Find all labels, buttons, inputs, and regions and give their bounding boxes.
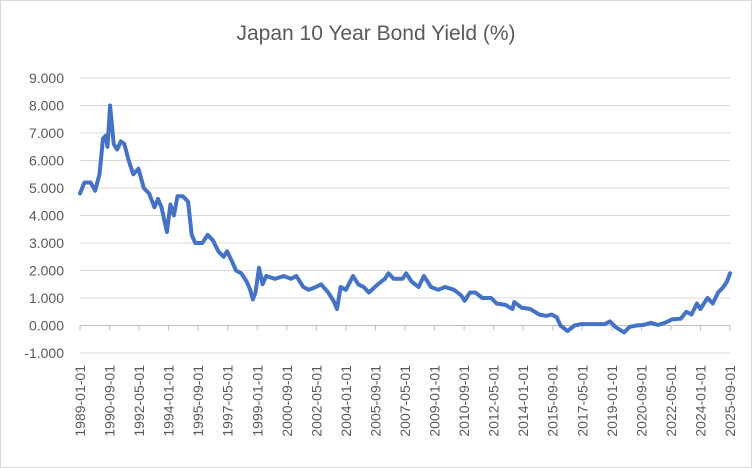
chart-title: Japan 10 Year Bond Yield (%) [236,22,516,45]
x-tick-label: 2010-09-01 [456,365,472,437]
x-tick-label: 2014-01-01 [515,365,531,437]
x-tick-label: 2019-01-01 [604,365,620,437]
y-tick-label: 4.000 [29,208,64,224]
x-tick-label: 1995-09-01 [190,365,206,437]
x-tick-label: 1999-01-01 [249,365,265,437]
x-tick-label: 2000-09-01 [279,365,295,437]
y-tick-label: 3.000 [29,235,64,251]
series-line [78,103,732,335]
y-tick-label: 5.000 [29,180,64,196]
x-tick-label: 2012-05-01 [486,365,502,437]
y-tick-label: 1.000 [29,290,64,306]
y-tick-label: 2.000 [29,263,64,279]
x-tick-label: 1990-09-01 [102,365,118,437]
x-tick-label: 2005-09-01 [367,365,383,437]
x-tick-label: 2015-09-01 [545,365,561,437]
y-tick-label: 8.000 [29,98,64,114]
y-tick-label: 6.000 [29,153,64,169]
x-tick-label: 1997-05-01 [220,365,236,437]
x-tick-label: 2007-05-01 [397,365,413,437]
x-tick-label: 1989-01-01 [72,365,88,437]
y-tick-label: 9.000 [29,70,64,86]
y-tick-label: 0.000 [29,318,64,334]
y-tick-label: 7.000 [29,125,64,141]
x-tick-label: 2022-05-01 [663,365,679,437]
y-tick-label: -1.000 [24,345,64,361]
x-tick-label: 2025-09-01 [722,365,738,437]
x-tick-label: 1994-01-01 [161,365,177,437]
x-tick-label: 2009-01-01 [427,365,443,437]
x-tick-label: 2002-05-01 [308,365,324,437]
x-tick-label: 2017-05-01 [574,365,590,437]
x-tick-label: 2020-09-01 [633,365,649,437]
x-tick-label: 1992-05-01 [131,365,147,437]
x-tick-label: 2004-01-01 [338,365,354,437]
x-tick-label: 2024-01-01 [692,365,708,437]
